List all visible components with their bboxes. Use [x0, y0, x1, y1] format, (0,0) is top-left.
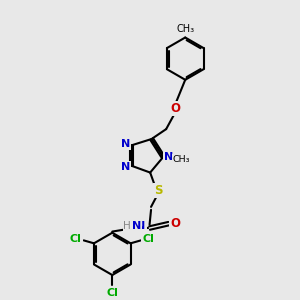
Text: Cl: Cl [70, 234, 82, 244]
Text: N: N [121, 162, 130, 172]
Text: N: N [132, 221, 141, 231]
Text: N: N [164, 152, 173, 162]
Text: Cl: Cl [142, 234, 154, 244]
Text: H: H [126, 221, 134, 231]
Text: H: H [123, 221, 131, 231]
Text: O: O [170, 217, 180, 230]
Text: CH₃: CH₃ [172, 155, 190, 164]
Text: Cl: Cl [106, 288, 118, 298]
Text: N: N [136, 221, 146, 231]
Text: CH₃: CH₃ [176, 24, 194, 34]
Text: O: O [170, 102, 180, 115]
Text: N: N [121, 139, 130, 149]
Text: S: S [154, 184, 163, 197]
